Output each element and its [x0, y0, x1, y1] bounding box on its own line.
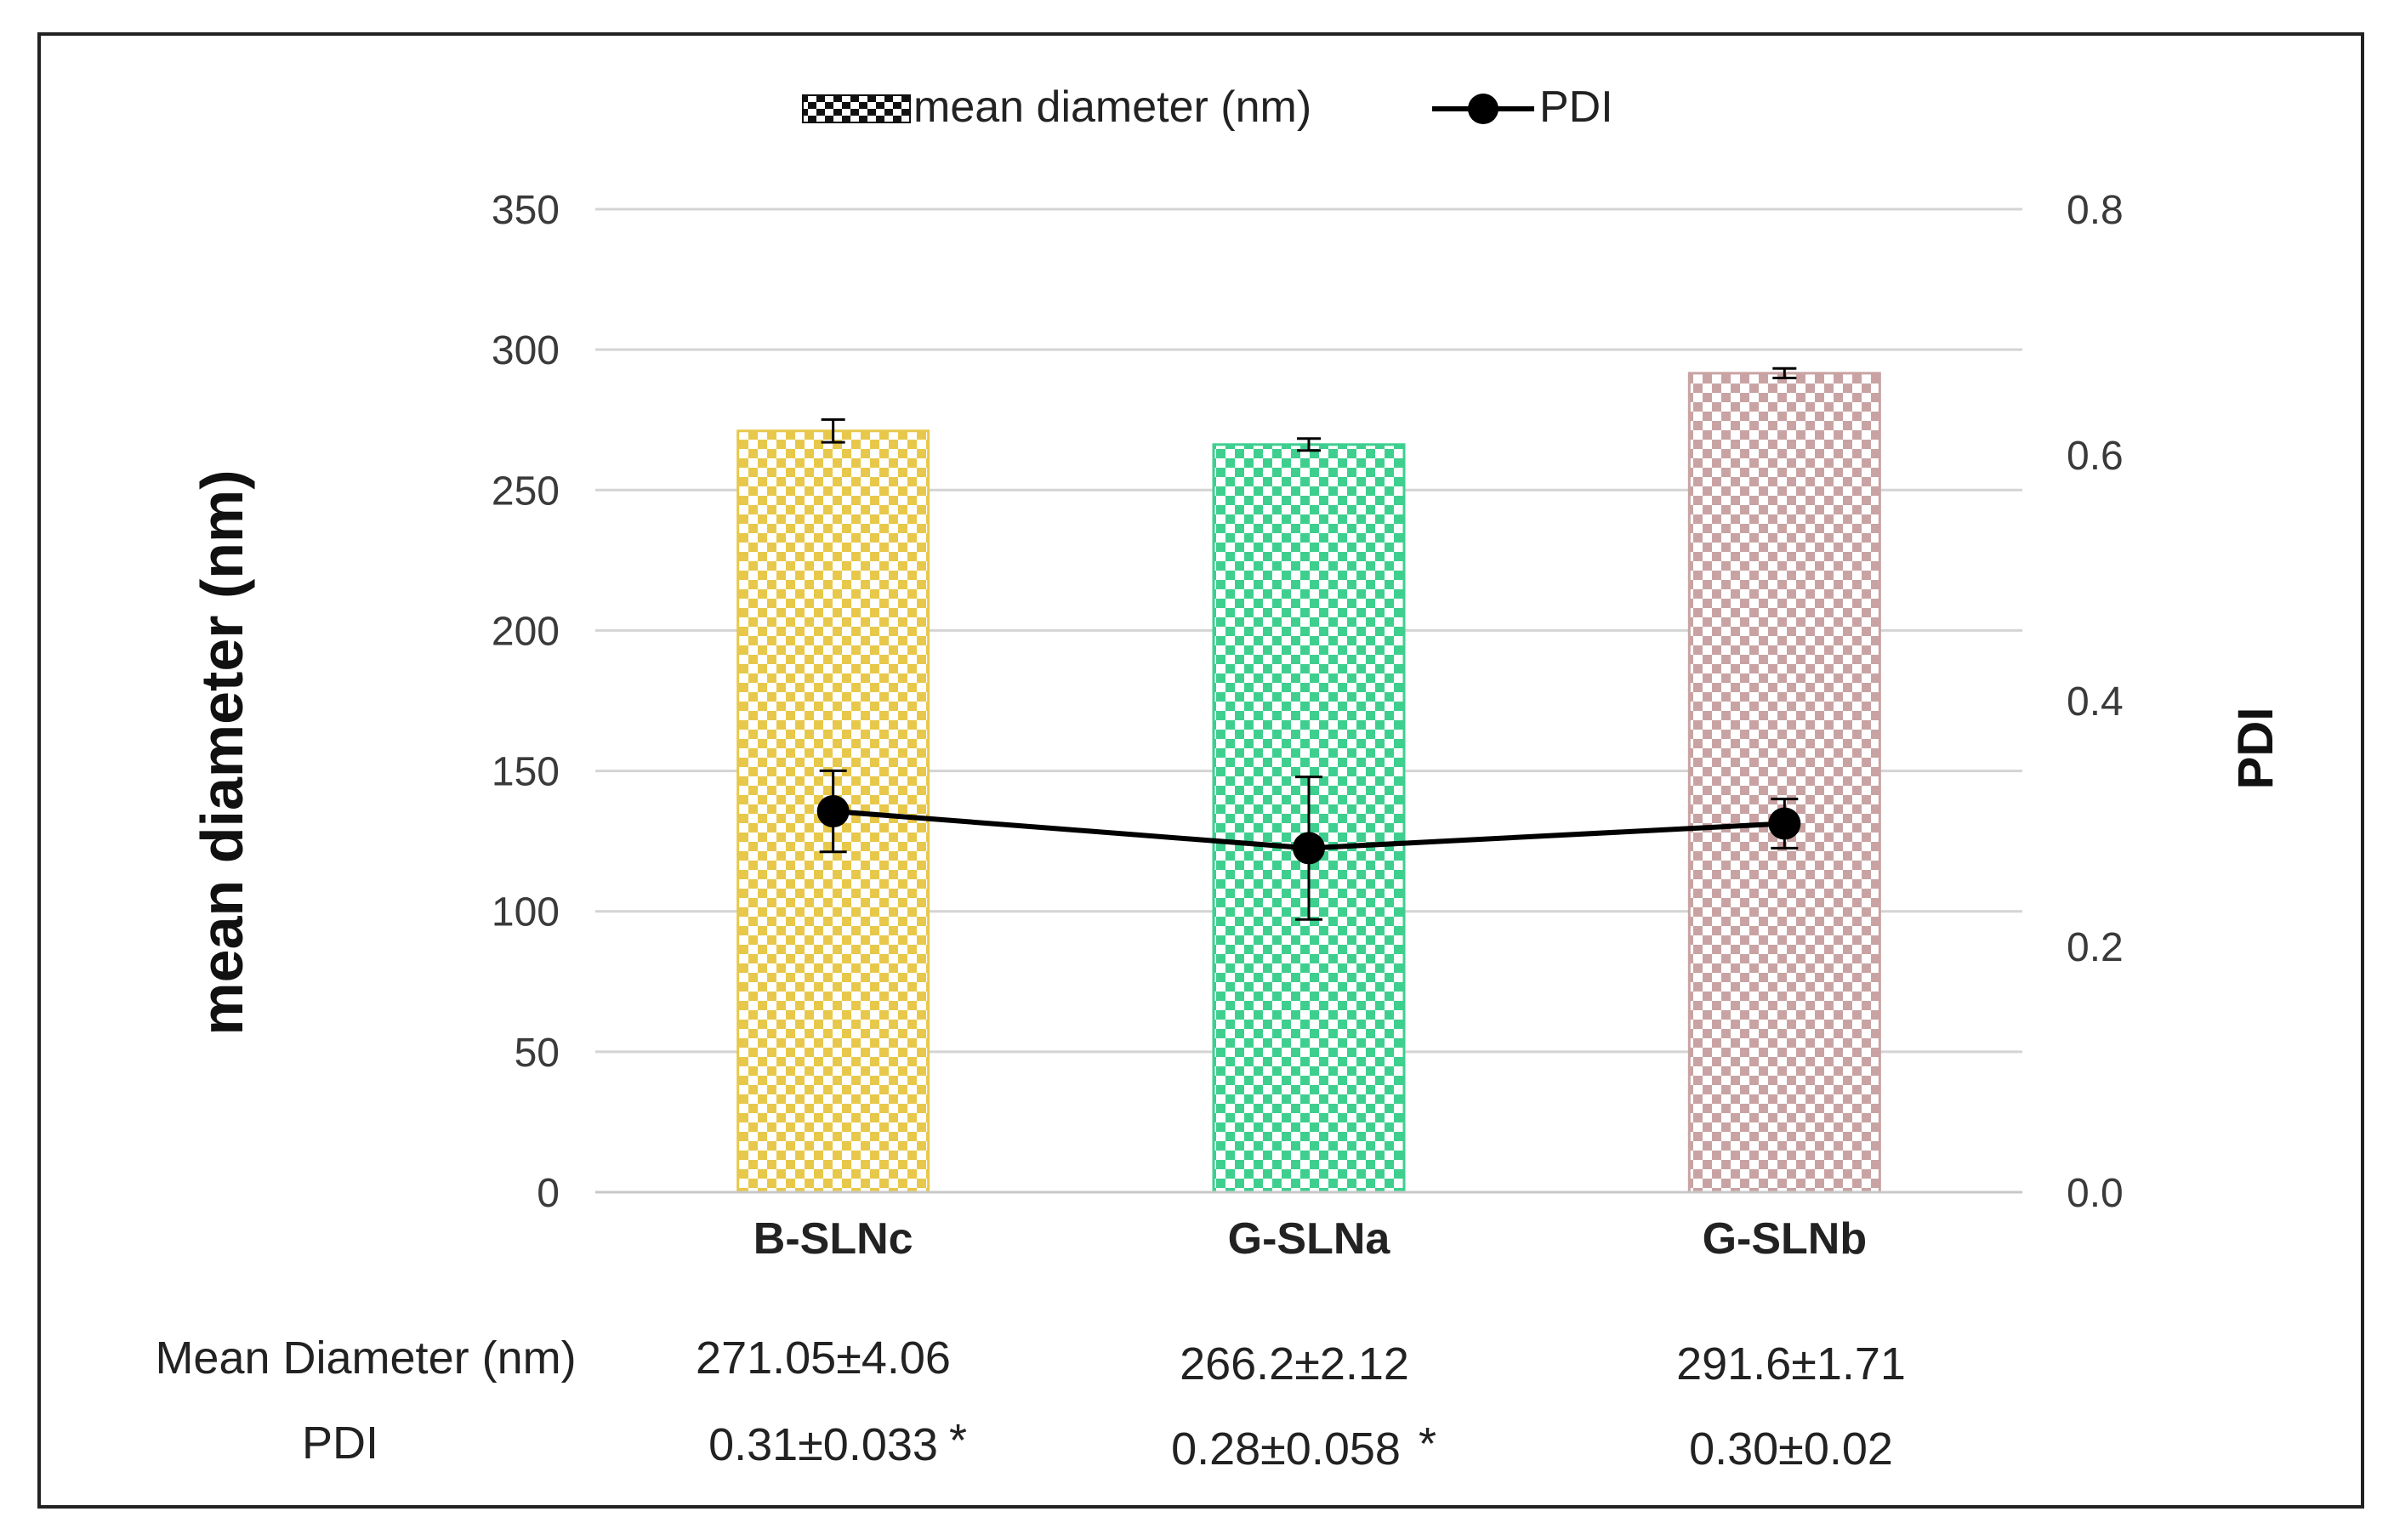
legend-bar-label: mean diameter (nm): [913, 82, 1311, 132]
y-axis-title: mean diameter (nm): [189, 469, 255, 1035]
table-row-label-diameter: Mean Diameter (nm): [155, 1333, 576, 1384]
table-cell-pdi-g-slna: 0.28±0.058: [1171, 1424, 1401, 1475]
x-axis: B-SLNc G-SLNa G-SLNb: [595, 1191, 2022, 1264]
error-bar-g-slna: [1297, 437, 1321, 452]
y-tick-label-150: 150: [492, 750, 560, 795]
table-cell-pdi-g-slnb: 0.30±0.02: [1689, 1424, 1893, 1475]
table-cell-diameter-g-slnb: 291.6±1.71: [1676, 1338, 1906, 1389]
bar-g-slnb: [1687, 372, 1881, 1194]
y-tick-label-200: 200: [492, 609, 560, 654]
bar-error-bars: [821, 367, 1797, 452]
legend-line-marker: [1468, 94, 1498, 124]
y-axis-right: 0.0 0.2 0.4 0.6 0.8: [2067, 188, 2124, 1216]
x-tick-label-g-slnb: G-SLNb: [1703, 1214, 1868, 1264]
data-table: Mean Diameter (nm) PDI 271.05±4.06 266.2…: [155, 1333, 1906, 1475]
error-bar-b-slnc: [821, 418, 845, 444]
table-row-label-pdi: PDI: [302, 1418, 378, 1469]
y2-tick-label-0-2: 0.2: [2067, 925, 2124, 970]
legend-bar-swatch: [802, 94, 911, 123]
significance-mark-g-slna: *: [1419, 1418, 1436, 1469]
legend: mean diameter (nm) PDI: [802, 82, 1613, 132]
y2-tick-label-0-6: 0.6: [2067, 434, 2124, 479]
legend-line-label: PDI: [1539, 82, 1613, 132]
y-tick-label-0: 0: [537, 1171, 560, 1216]
y-tick-label-100: 100: [492, 890, 560, 935]
pdi-point-b-slnc: [816, 795, 850, 828]
x-tick-label-b-slnc: B-SLNc: [753, 1214, 913, 1264]
pdi-series: [816, 769, 1801, 921]
y2-tick-label-0-4: 0.4: [2067, 679, 2124, 725]
y-tick-label-300: 300: [492, 328, 560, 373]
pdi-point-g-slna: [1293, 832, 1325, 865]
significance-mark-b-slnc: *: [949, 1415, 967, 1466]
y2-tick-label-0-8: 0.8: [2067, 188, 2124, 233]
x-tick-label-g-slna: G-SLNa: [1228, 1214, 1391, 1264]
y-tick-label-250: 250: [492, 469, 560, 514]
y2-axis-title: PDI: [2228, 707, 2283, 790]
y-tick-label-50: 50: [515, 1031, 560, 1076]
table-cell-pdi-b-slnc: 0.31±0.033: [708, 1419, 938, 1470]
y-tick-label-350: 350: [492, 188, 560, 233]
error-bar-g-slnb: [1772, 367, 1797, 380]
table-cell-diameter-g-slna: 266.2±2.12: [1180, 1338, 1409, 1389]
y2-tick-label-0-0: 0.0: [2067, 1171, 2124, 1216]
y-axis-left: 0 50 100 150 200 250 300 350: [492, 188, 560, 1216]
pdi-point-g-slnb: [1768, 807, 1801, 840]
table-cell-diameter-b-slnc: 271.05±4.06: [696, 1333, 951, 1384]
